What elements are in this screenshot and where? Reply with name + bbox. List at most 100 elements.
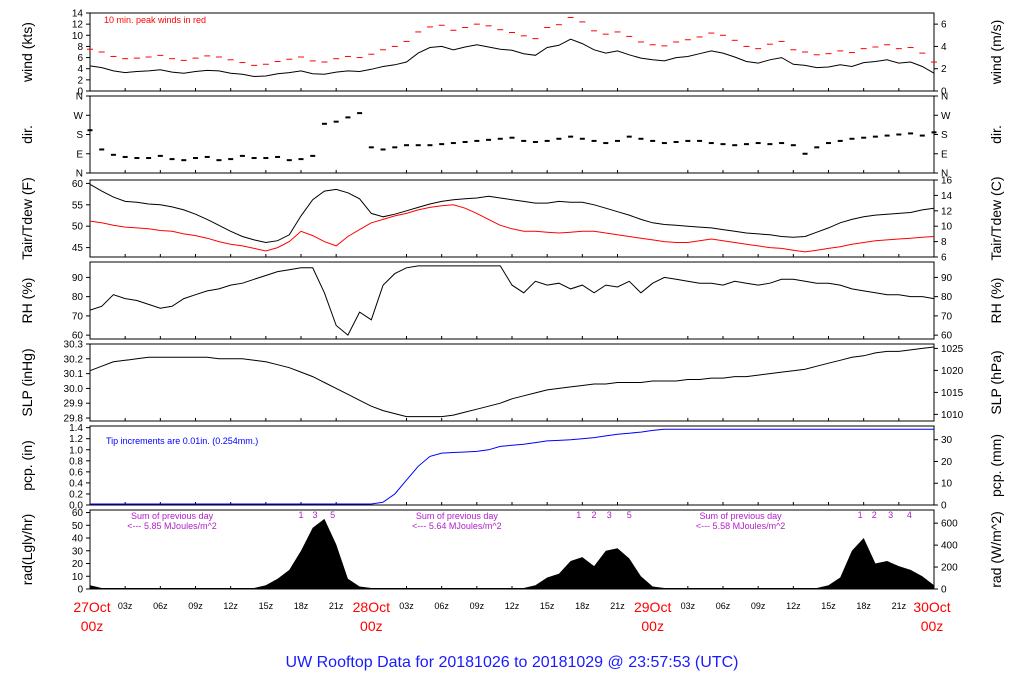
wind-ylabel-left: wind (kts)	[19, 22, 35, 83]
y-tick-label-right: 600	[941, 519, 958, 530]
tip-increment-note: Tip increments are 0.01in. (0.254mm.)	[106, 436, 258, 446]
direction-mark	[228, 158, 234, 161]
y-tick-label-left: 30.2	[64, 354, 84, 365]
y-tick-label-right: 2	[941, 64, 947, 75]
x-tick-label: 06z	[153, 601, 168, 611]
y-tick-label-left: 10	[72, 572, 84, 583]
y-tick-label-left: 30.3	[64, 340, 84, 351]
y-tick-label-right: 1025	[941, 344, 964, 355]
y-tick-label-left: 10	[72, 31, 84, 42]
y-tick-label-left: 1.4	[69, 423, 83, 434]
x-tick-label: 12z	[786, 601, 801, 611]
y-tick-label-left: 30	[72, 546, 84, 557]
x-date-label: 29Oct	[634, 599, 671, 615]
y-tick-label-left: 1.0	[69, 445, 83, 456]
dir-ylabel-left: dir.	[19, 125, 35, 144]
y-tick-label-right: 4	[941, 42, 947, 53]
y-tick-label-left: W	[74, 111, 84, 122]
pcp-panel: 0.00.20.40.60.81.01.21.4 0 10 20 30 pcp. (in)…	[19, 423, 1004, 511]
direction-mark	[755, 142, 761, 145]
direction-mark	[720, 143, 726, 146]
radiation-sum-note: <--- 5.64 MJoules/m^2	[412, 521, 502, 531]
direction-mark	[779, 142, 785, 145]
radiation-hour-marker: 4	[907, 510, 912, 520]
direction-mark	[732, 144, 738, 147]
direction-mark	[743, 143, 749, 146]
direction-mark	[908, 132, 914, 135]
y-tick-label-left: 0.8	[69, 456, 83, 467]
y-tick-label-right: N	[941, 92, 948, 103]
y-tick-label-right: 6	[941, 253, 947, 264]
y-tick-label-right: 0	[941, 585, 947, 596]
y-tick-label-left: 50	[72, 521, 84, 532]
radiation-hour-marker: 2	[592, 510, 597, 520]
radiation-sum-note: Sum of previous day	[131, 511, 214, 521]
wind-ylabel-right: wind (m/s)	[988, 20, 1004, 86]
x-tick-label: 12z	[223, 601, 238, 611]
y-tick-label-right: 30	[941, 435, 953, 446]
y-tick-label-right: 16	[941, 176, 953, 187]
radiation-sum-note: Sum of previous day	[700, 511, 783, 521]
radiation-sum-note: Sum of previous day	[416, 511, 499, 521]
x-date-label: 27Oct	[73, 599, 110, 615]
peak-wind-note: 10 min. peak winds in red	[104, 15, 206, 25]
x-tick-label: 21z	[329, 601, 344, 611]
x-date-label: 30Oct	[913, 599, 950, 615]
y-tick-label-right: 14	[941, 191, 953, 202]
rh-panel: 60 70 80 90 60 70 80 90 RH (%) RH (%)	[19, 261, 1004, 342]
pcp-ylabel-right: pcp. (mm)	[988, 434, 1004, 497]
x-date-label: 28Oct	[353, 599, 390, 615]
direction-mark	[263, 157, 269, 160]
direction-mark	[357, 112, 363, 115]
y-tick-label-left: 0.6	[69, 467, 83, 478]
x-tick-label: 12z	[505, 601, 520, 611]
x-tick-label: 06z	[716, 601, 731, 611]
x-tick-label: 03z	[118, 601, 133, 611]
temperature-ylabel-left: Tair/Tdew (F)	[19, 177, 35, 259]
pcp-line	[90, 428, 934, 505]
radiation-hour-marker: 2	[872, 510, 877, 520]
y-tick-label-right: 200	[941, 563, 958, 574]
direction-mark	[157, 154, 163, 157]
dir-ylabel-right: dir.	[988, 125, 1004, 144]
direction-mark	[134, 157, 140, 160]
x-tick-label: 03z	[681, 601, 696, 611]
radiation-hour-marker: 1	[576, 510, 581, 520]
x-date-time: 00z	[921, 618, 944, 634]
y-tick-label-left: 12	[72, 20, 84, 31]
x-tick-label: 03z	[399, 601, 414, 611]
direction-mark	[673, 140, 679, 143]
x-tick-label: 18z	[575, 601, 590, 611]
rh-frame	[89, 261, 935, 340]
direction-mark	[650, 139, 656, 142]
radiation-hour-marker: 3	[313, 510, 318, 520]
direction-mark	[568, 135, 574, 138]
y-tick-label-left: 40	[72, 534, 84, 545]
direction-mark	[919, 134, 925, 137]
direction-mark	[368, 146, 374, 149]
direction-mark	[99, 148, 105, 151]
y-tick-label-left: N	[76, 169, 83, 180]
direction-mark	[298, 158, 304, 161]
direction-mark	[310, 154, 316, 157]
y-tick-label-left: 0	[77, 585, 83, 596]
x-tick-label: 15z	[540, 601, 555, 611]
direction-mark	[146, 157, 152, 160]
direction-mark	[345, 116, 351, 119]
y-tick-label-left: 2	[77, 75, 83, 86]
direction-mark	[638, 137, 644, 140]
y-tick-label-left: 1.2	[69, 434, 83, 445]
direction-mark	[579, 137, 585, 140]
x-tick-label: 15z	[259, 601, 274, 611]
rh-line	[89, 265, 935, 336]
direction-mark	[896, 133, 902, 136]
direction-mark	[767, 143, 773, 146]
y-tick-label-right: 12	[941, 206, 953, 217]
y-tick-label-left: 0.2	[69, 489, 83, 500]
slp-frame	[89, 343, 935, 422]
y-tick-label-right: 0	[941, 87, 947, 98]
time-axis: 03z 06z 09z 12z 15z 18z 21z 03z 06z 09z 12z 15z 18z 2…	[73, 599, 950, 634]
